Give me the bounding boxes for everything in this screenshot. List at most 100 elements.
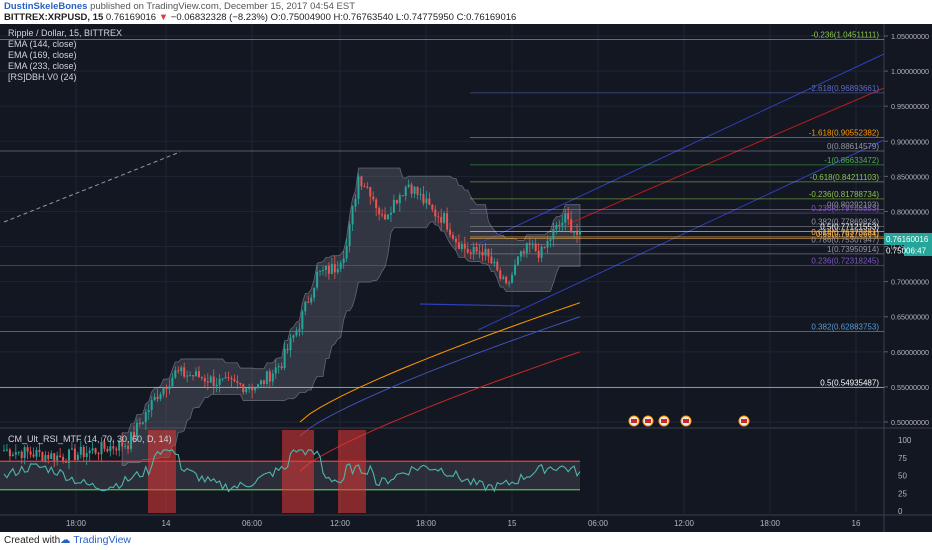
candle-body: [573, 232, 576, 234]
chart-canvas[interactable]: -0.236(1.04511111) -2.618(0.96893661) -1.6…: [0, 24, 932, 532]
candle-body: [35, 449, 38, 457]
candle-body: [348, 224, 351, 247]
candle-body: [141, 422, 144, 424]
candle-body: [262, 380, 265, 385]
candle-body: [254, 388, 257, 391]
rsi-overbought-zone: [148, 430, 176, 513]
candle-body: [79, 446, 82, 455]
time-tick-label: 18:00: [760, 519, 781, 528]
fib-level-label: -1(0.86633472): [824, 156, 879, 165]
candle-body: [168, 386, 171, 390]
legend-title[interactable]: Ripple / Dollar, 15, BITTREX: [8, 28, 122, 38]
candle-body: [206, 381, 209, 383]
candle-body: [378, 208, 381, 215]
candle-body: [289, 337, 292, 351]
candle-body: [132, 432, 135, 437]
candle-body: [451, 235, 454, 239]
candle-body: [570, 219, 573, 233]
countdown-badge-text: 06:47: [906, 247, 927, 256]
candle-body: [56, 455, 59, 461]
legend-study-ema144[interactable]: EMA (144, close): [8, 39, 77, 49]
fib-level-label: -0.618(0.84211103): [810, 173, 879, 182]
event-flags: [628, 415, 750, 427]
candle-body: [316, 271, 319, 288]
candle-body: [345, 246, 348, 259]
footer: Created with ☁ TradingView: [0, 532, 932, 550]
candle-body: [298, 329, 301, 331]
candle-body: [65, 461, 68, 463]
price-tick-label: 0.60000000: [891, 348, 929, 357]
channel-layer: [3, 53, 885, 331]
candle-body: [395, 199, 398, 204]
price-axis[interactable]: [884, 24, 932, 532]
candle-body: [271, 373, 274, 382]
down-arrow-icon: ▼: [158, 12, 169, 23]
rsi-tick-label: 100: [898, 436, 912, 445]
fib-level-label: -0.236(0.81788734): [809, 190, 880, 199]
legend-study-dbh[interactable]: [RS]DBH.V0 (24): [8, 72, 77, 82]
candle-body: [531, 243, 534, 245]
last-price-badge: [884, 233, 932, 245]
ema-line: [299, 302, 581, 423]
rsi-legend[interactable]: CM_Ult_RSI_MTF (14, 70, 30, 60, D, 14): [8, 434, 172, 444]
candle-body: [212, 376, 215, 386]
candle-body: [552, 228, 555, 240]
candle-body: [502, 276, 505, 279]
candle-body: [443, 213, 446, 223]
candle-body: [268, 371, 271, 382]
candle-body: [384, 214, 387, 220]
flag-stripe: [741, 419, 747, 423]
candle-body: [310, 297, 313, 303]
candle-body: [493, 261, 496, 264]
candle-body: [3, 450, 5, 452]
candle-body: [156, 396, 159, 400]
fib-level-label: 0.236(0.79765553): [811, 204, 879, 213]
candle-body: [295, 330, 298, 336]
candle-body: [499, 270, 502, 279]
candle-body: [62, 456, 65, 462]
legend-study-ema233[interactable]: EMA (233, close): [8, 61, 77, 71]
candle-body: [106, 448, 109, 452]
fib-level-label: 0.618(0.76373281): [811, 228, 879, 237]
candle-body: [203, 378, 206, 382]
candle-body: [484, 248, 487, 256]
candle-body: [280, 366, 283, 369]
band-layer: [121, 167, 581, 466]
author-name[interactable]: DustinSkeleBones: [4, 1, 88, 12]
candle-body: [265, 371, 268, 385]
candle-body: [14, 452, 17, 455]
price-change: −0.06832328 (−8.23%): [170, 12, 268, 23]
fib-level-label: 0.5(0.54935487): [820, 378, 879, 387]
rsi-line: [3, 449, 581, 493]
tradingview-logo[interactable]: ☁ TradingView: [60, 534, 131, 546]
fib-level-label: 0.382(0.62883753): [811, 323, 879, 332]
candle-body: [144, 412, 147, 423]
candle-body: [519, 251, 522, 257]
candle-body: [363, 186, 366, 188]
candle-body: [32, 454, 35, 457]
candle-body: [88, 450, 91, 454]
candle-body: [118, 441, 121, 451]
candle-body: [478, 251, 481, 253]
candle-body: [549, 239, 552, 241]
publish-line: DustinSkeleBones published on TradingVie…: [4, 1, 355, 12]
symbol-line: BITTREX:XRPUSD, 15 0.76169016 ▼ −0.06832…: [4, 12, 517, 23]
price-tick-label: 0.50000000: [891, 418, 929, 427]
legend: Ripple / Dollar, 15, BITTREX EMA (144, c…: [8, 28, 172, 444]
chart-area[interactable]: -0.236(1.04511111) -2.618(0.96893661) -1.6…: [0, 24, 932, 532]
candle-body: [475, 246, 478, 252]
candle-body: [257, 384, 260, 389]
time-tick-label: 06:00: [588, 519, 609, 528]
legend-study-ema169[interactable]: EMA (169, close): [8, 50, 77, 60]
dbh-band: [121, 167, 581, 466]
candle-body: [150, 400, 153, 411]
candle-body: [327, 265, 330, 274]
low-value: 0.74775950: [403, 12, 454, 23]
candle-body: [579, 231, 581, 235]
candle-body: [197, 371, 200, 378]
price-tick-label: 0.90000000: [891, 137, 929, 146]
candle-body: [277, 366, 280, 368]
candle-body: [227, 377, 230, 379]
main-pane[interactable]: [0, 24, 884, 428]
candle-body: [5, 449, 8, 451]
